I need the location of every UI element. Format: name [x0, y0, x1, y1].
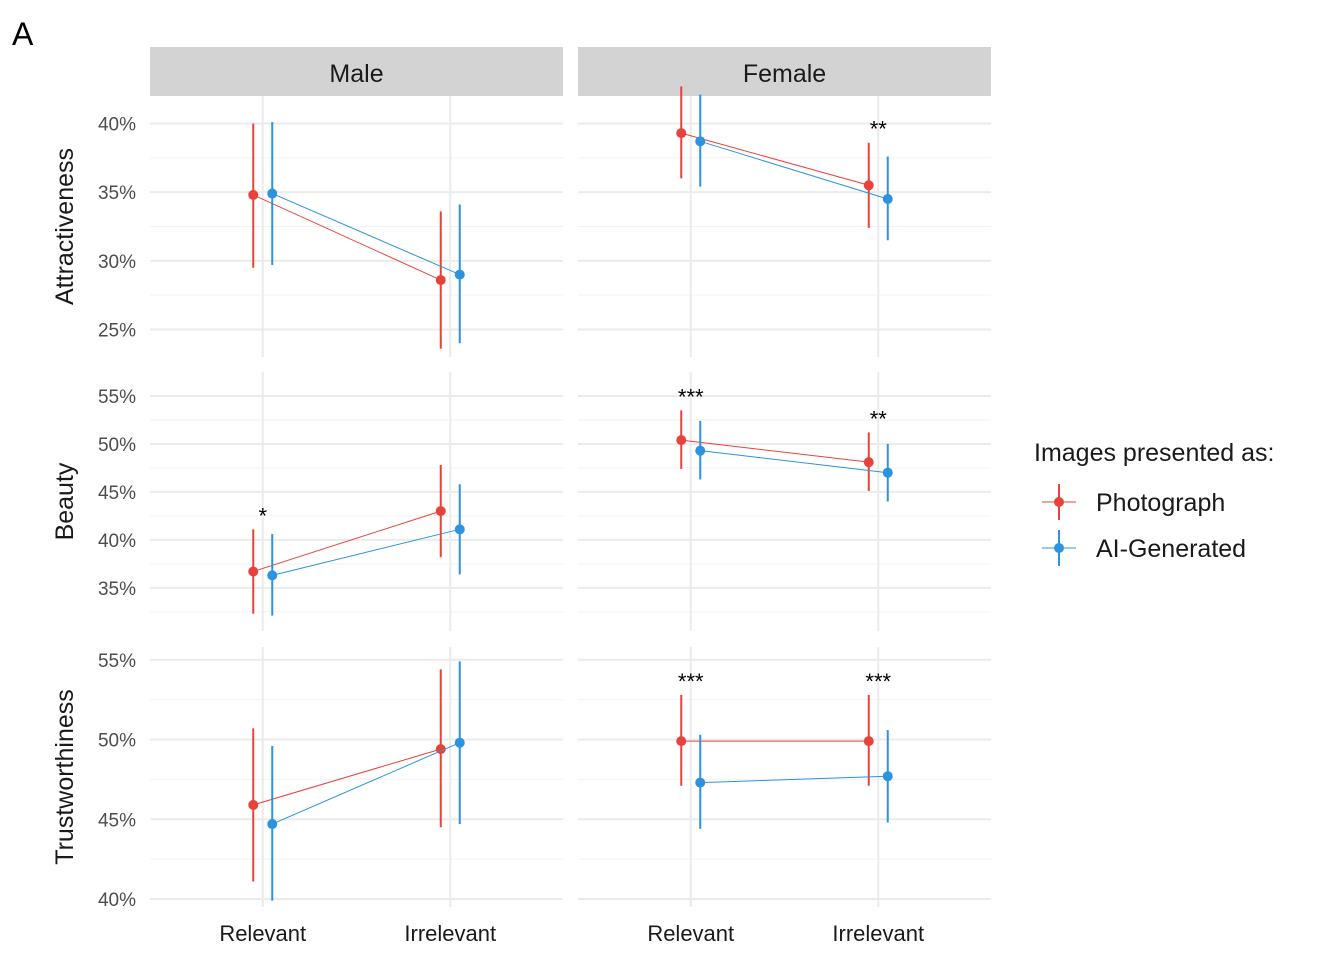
series-line-ai-generated-beauty-male	[272, 528, 460, 576]
legend-item-photograph: Photograph	[1042, 484, 1225, 520]
y-tick-trustworthiness: 50%	[98, 731, 136, 752]
series-line-photograph-beauty-male	[253, 510, 441, 573]
point-ai-generated-trustworthiness-female	[695, 777, 706, 788]
series-line-ai-generated-trustworthiness-female	[700, 775, 888, 784]
point-photograph-attractiveness-male	[435, 275, 446, 286]
legend: Images presented as: Photograph AI-Gener…	[1034, 439, 1274, 566]
y-tick-beauty: 50%	[98, 435, 136, 456]
x-tick-female-irrelevant: Irrelevant	[832, 921, 924, 946]
strip-label-female: Female	[743, 60, 826, 88]
y-tick-attractiveness: 35%	[98, 183, 136, 204]
y-tick-beauty: 40%	[98, 531, 136, 552]
point-ai-generated-beauty-female	[882, 467, 893, 478]
significance-label-trustworthiness-female: ***	[865, 669, 891, 694]
legend-item-ai-generated: AI-Generated	[1042, 530, 1246, 566]
significance-label-beauty-female: **	[870, 406, 888, 431]
legend-label-ai-generated: AI-Generated	[1096, 535, 1246, 563]
y-axis-label-attractiveness: Attractiveness	[51, 148, 79, 305]
data-layer: *********** ***	[248, 86, 893, 901]
strip-bg-female	[578, 47, 991, 96]
legend-point-ai-generated	[1054, 543, 1064, 553]
series-line-photograph-beauty-female	[681, 439, 869, 463]
point-ai-generated-beauty-male	[267, 570, 278, 581]
point-ai-generated-beauty-female	[695, 445, 706, 456]
point-photograph-attractiveness-female	[863, 180, 874, 191]
facet-strips: Male Female	[150, 47, 991, 96]
point-photograph-trustworthiness-male	[248, 799, 259, 810]
series-line-photograph-attractiveness-female	[681, 132, 869, 186]
series-line-ai-generated-attractiveness-male	[272, 193, 460, 276]
legend-label-photograph: Photograph	[1096, 489, 1225, 517]
series-line-ai-generated-attractiveness-female	[700, 140, 888, 200]
y-tick-trustworthiness: 55%	[98, 651, 136, 672]
significance-label-beauty-female: ***	[678, 384, 704, 409]
point-photograph-beauty-female	[863, 457, 874, 468]
point-ai-generated-attractiveness-female	[882, 194, 893, 205]
y-axis-label-trustworthiness: Trustworthiness	[51, 689, 79, 865]
point-photograph-beauty-male	[248, 566, 259, 577]
series-line-photograph-attractiveness-male	[253, 194, 441, 281]
y-tick-beauty: 55%	[98, 387, 136, 408]
point-ai-generated-trustworthiness-male	[454, 737, 465, 748]
point-ai-generated-attractiveness-male	[454, 269, 465, 280]
axes: Relevant Irrelevant Relevant Irrelevant Attr…	[51, 114, 924, 946]
series-line-ai-generated-beauty-female	[700, 450, 888, 474]
figure-panel-letter: A	[12, 16, 34, 52]
series-line-ai-generated-trustworthiness-male	[272, 742, 460, 825]
point-photograph-trustworthiness-female	[863, 736, 874, 747]
point-ai-generated-trustworthiness-female	[882, 771, 893, 782]
point-photograph-beauty-female	[676, 435, 687, 446]
x-tick-female-relevant: Relevant	[647, 921, 734, 946]
significance-label-attractiveness-female: **	[870, 117, 888, 142]
significance-label-trustworthiness-female: ***	[678, 669, 704, 694]
y-tick-beauty: 45%	[98, 483, 136, 504]
x-tick-male-irrelevant: Irrelevant	[404, 921, 496, 946]
y-tick-attractiveness: 40%	[98, 114, 136, 135]
y-tick-attractiveness: 25%	[98, 321, 136, 342]
point-ai-generated-beauty-male	[454, 524, 465, 535]
strip-label-male: Male	[329, 60, 383, 88]
series-line-photograph-trustworthiness-male	[253, 748, 441, 806]
point-photograph-beauty-male	[435, 506, 446, 517]
point-ai-generated-attractiveness-female	[695, 136, 706, 147]
point-ai-generated-attractiveness-male	[267, 188, 278, 199]
significance-label-beauty-male: *	[258, 503, 267, 528]
y-tick-attractiveness: 30%	[98, 252, 136, 273]
y-tick-beauty: 35%	[98, 579, 136, 600]
point-photograph-trustworthiness-female	[676, 736, 687, 747]
point-photograph-attractiveness-female	[676, 128, 687, 139]
point-photograph-attractiveness-male	[248, 189, 259, 200]
y-axis-label-beauty: Beauty	[51, 462, 79, 540]
grid-layer	[150, 96, 991, 907]
y-tick-trustworthiness: 45%	[98, 810, 136, 831]
legend-point-photograph	[1054, 497, 1064, 507]
x-tick-male-relevant: Relevant	[219, 921, 306, 946]
y-tick-trustworthiness: 40%	[98, 890, 136, 911]
legend-title: Images presented as:	[1034, 439, 1274, 467]
point-ai-generated-trustworthiness-male	[267, 819, 278, 830]
strip-bg-male	[150, 47, 563, 96]
